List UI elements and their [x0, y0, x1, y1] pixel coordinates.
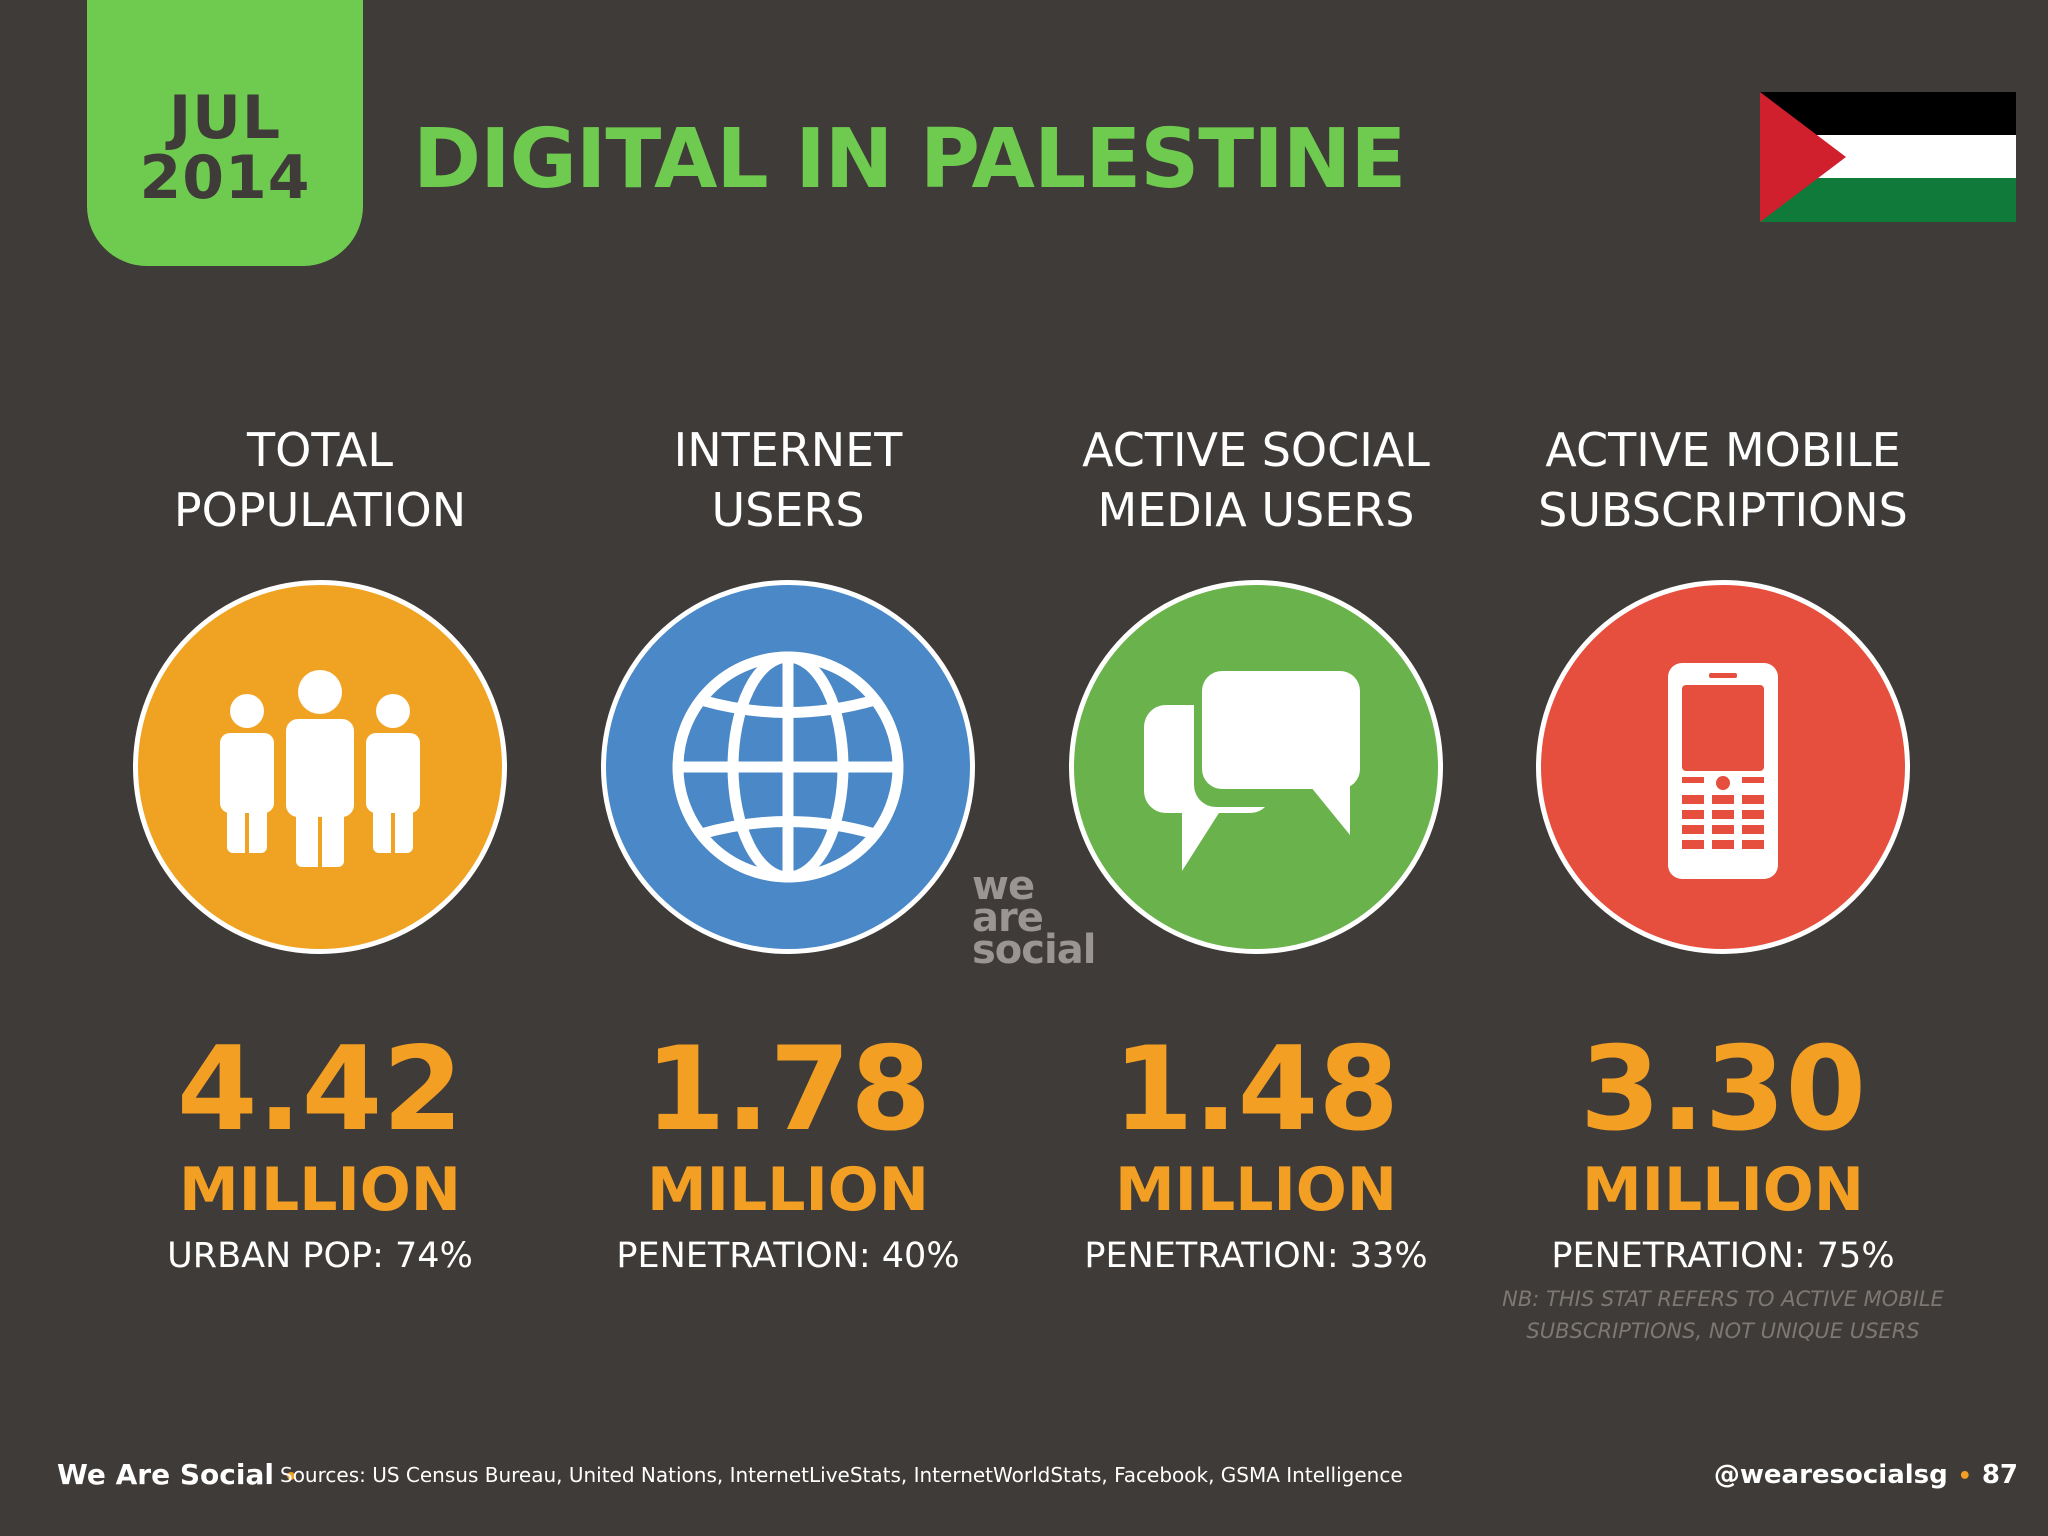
we-are-social-watermark: we are social: [972, 863, 1122, 973]
stat-unit: MILLION: [178, 1155, 462, 1225]
page-title: DIGITAL IN PALESTINE: [413, 112, 1406, 207]
separator-dot: •: [1957, 1464, 1972, 1489]
stat-subtext: URBAN POP: 74%: [167, 1236, 473, 1276]
chat-bubbles-icon: [1144, 671, 1362, 871]
stat-unit: MILLION: [646, 1155, 930, 1225]
stat-heading: ACTIVE SOCIAL MEDIA USERS: [1026, 420, 1486, 540]
stat-unit: MILLION: [1114, 1155, 1398, 1225]
date-tab: [87, 0, 363, 266]
note-line: NB: THIS STAT REFERS TO ACTIVE MOBILE: [1502, 1287, 1944, 1311]
heading-line: TOTAL: [247, 423, 393, 477]
stat-subtext: PENETRATION: 33%: [1084, 1236, 1428, 1276]
stat-value: 1.48: [1112, 1022, 1400, 1157]
social-handle[interactable]: @wearesocialsg: [1713, 1460, 1948, 1490]
brand-name: We Are Social: [57, 1458, 274, 1491]
watermark-line: are: [972, 895, 1044, 941]
stat-value: 1.78: [644, 1022, 932, 1157]
stat-value: 3.30: [1579, 1022, 1867, 1157]
heading-line: POPULATION: [173, 483, 467, 537]
stat-heading: ACTIVE MOBILE SUBSCRIPTIONS: [1493, 420, 1953, 540]
stat-heading: TOTAL POPULATION: [90, 420, 550, 540]
mobile-circle: [1536, 580, 1910, 954]
heading-line: USERS: [711, 483, 865, 537]
footer-sources: Sources: US Census Bureau, United Nation…: [280, 1463, 1403, 1487]
globe-icon: [672, 651, 904, 883]
stat-value: 4.42: [176, 1022, 464, 1157]
date-year: 2014: [139, 143, 311, 213]
stat-unit: MILLION: [1581, 1155, 1865, 1225]
internet-circle: [601, 580, 975, 954]
footer-brand: We Are Social •: [57, 1455, 308, 1495]
social-circle: [1069, 580, 1443, 954]
stat-heading: INTERNET USERS: [558, 420, 1018, 540]
palestine-flag-icon: [1760, 92, 2016, 222]
footer-right: @wearesocialsg • 87: [1714, 1455, 2018, 1495]
heading-line: SUBSCRIPTIONS: [1538, 483, 1908, 537]
watermark-line: we: [972, 863, 1035, 909]
heading-line: INTERNET: [673, 423, 903, 477]
heading-line: ACTIVE MOBILE: [1545, 423, 1901, 477]
watermark-line: social: [972, 927, 1096, 973]
mobile-phone-icon: [1668, 663, 1778, 879]
population-circle: [133, 580, 507, 954]
stat-subtext: PENETRATION: 40%: [616, 1236, 960, 1276]
stat-note: NB: THIS STAT REFERS TO ACTIVE MOBILE SU…: [1493, 1283, 1953, 1347]
note-line: SUBSCRIPTIONS, NOT UNIQUE USERS: [1526, 1319, 1920, 1343]
date-month: JUL: [168, 83, 282, 153]
separator-dot: •: [283, 1465, 298, 1490]
date-label: JUL 2014: [87, 88, 363, 208]
heading-line: MEDIA USERS: [1097, 483, 1415, 537]
stat-subtext: PENETRATION: 75%: [1551, 1236, 1895, 1276]
heading-line: ACTIVE SOCIAL: [1082, 423, 1430, 477]
people-icon: [220, 670, 420, 867]
page-number: 87: [1981, 1460, 2018, 1490]
